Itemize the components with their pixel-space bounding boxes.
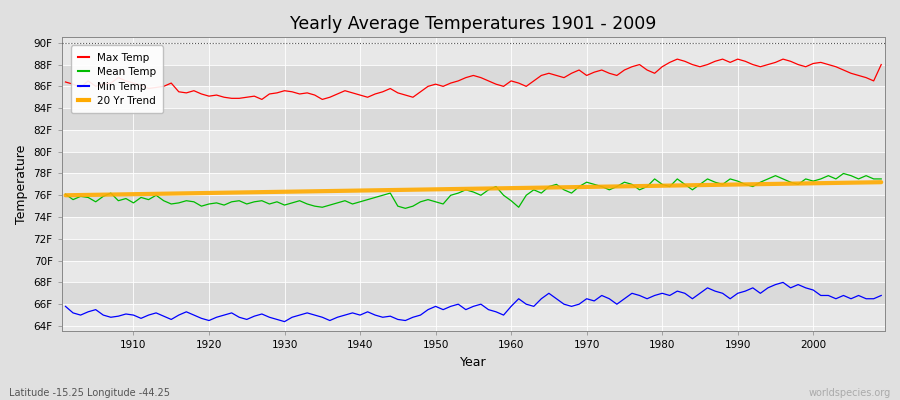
X-axis label: Year: Year <box>460 356 487 369</box>
Legend: Max Temp, Mean Temp, Min Temp, 20 Yr Trend: Max Temp, Mean Temp, Min Temp, 20 Yr Tre… <box>71 46 164 114</box>
Text: Latitude -15.25 Longitude -44.25: Latitude -15.25 Longitude -44.25 <box>9 388 170 398</box>
Bar <box>62 217 885 239</box>
Bar <box>62 43 885 64</box>
Bar <box>62 195 885 217</box>
Y-axis label: Temperature: Temperature <box>15 145 28 224</box>
Bar <box>62 174 885 195</box>
Text: worldspecies.org: worldspecies.org <box>809 388 891 398</box>
Bar <box>62 108 885 130</box>
Title: Yearly Average Temperatures 1901 - 2009: Yearly Average Temperatures 1901 - 2009 <box>290 15 656 33</box>
Bar <box>62 130 885 152</box>
Bar <box>62 261 885 282</box>
Bar <box>62 282 885 304</box>
Bar <box>62 239 885 261</box>
Bar <box>62 64 885 86</box>
Bar <box>62 304 885 326</box>
Bar <box>62 152 885 174</box>
Bar <box>62 86 885 108</box>
